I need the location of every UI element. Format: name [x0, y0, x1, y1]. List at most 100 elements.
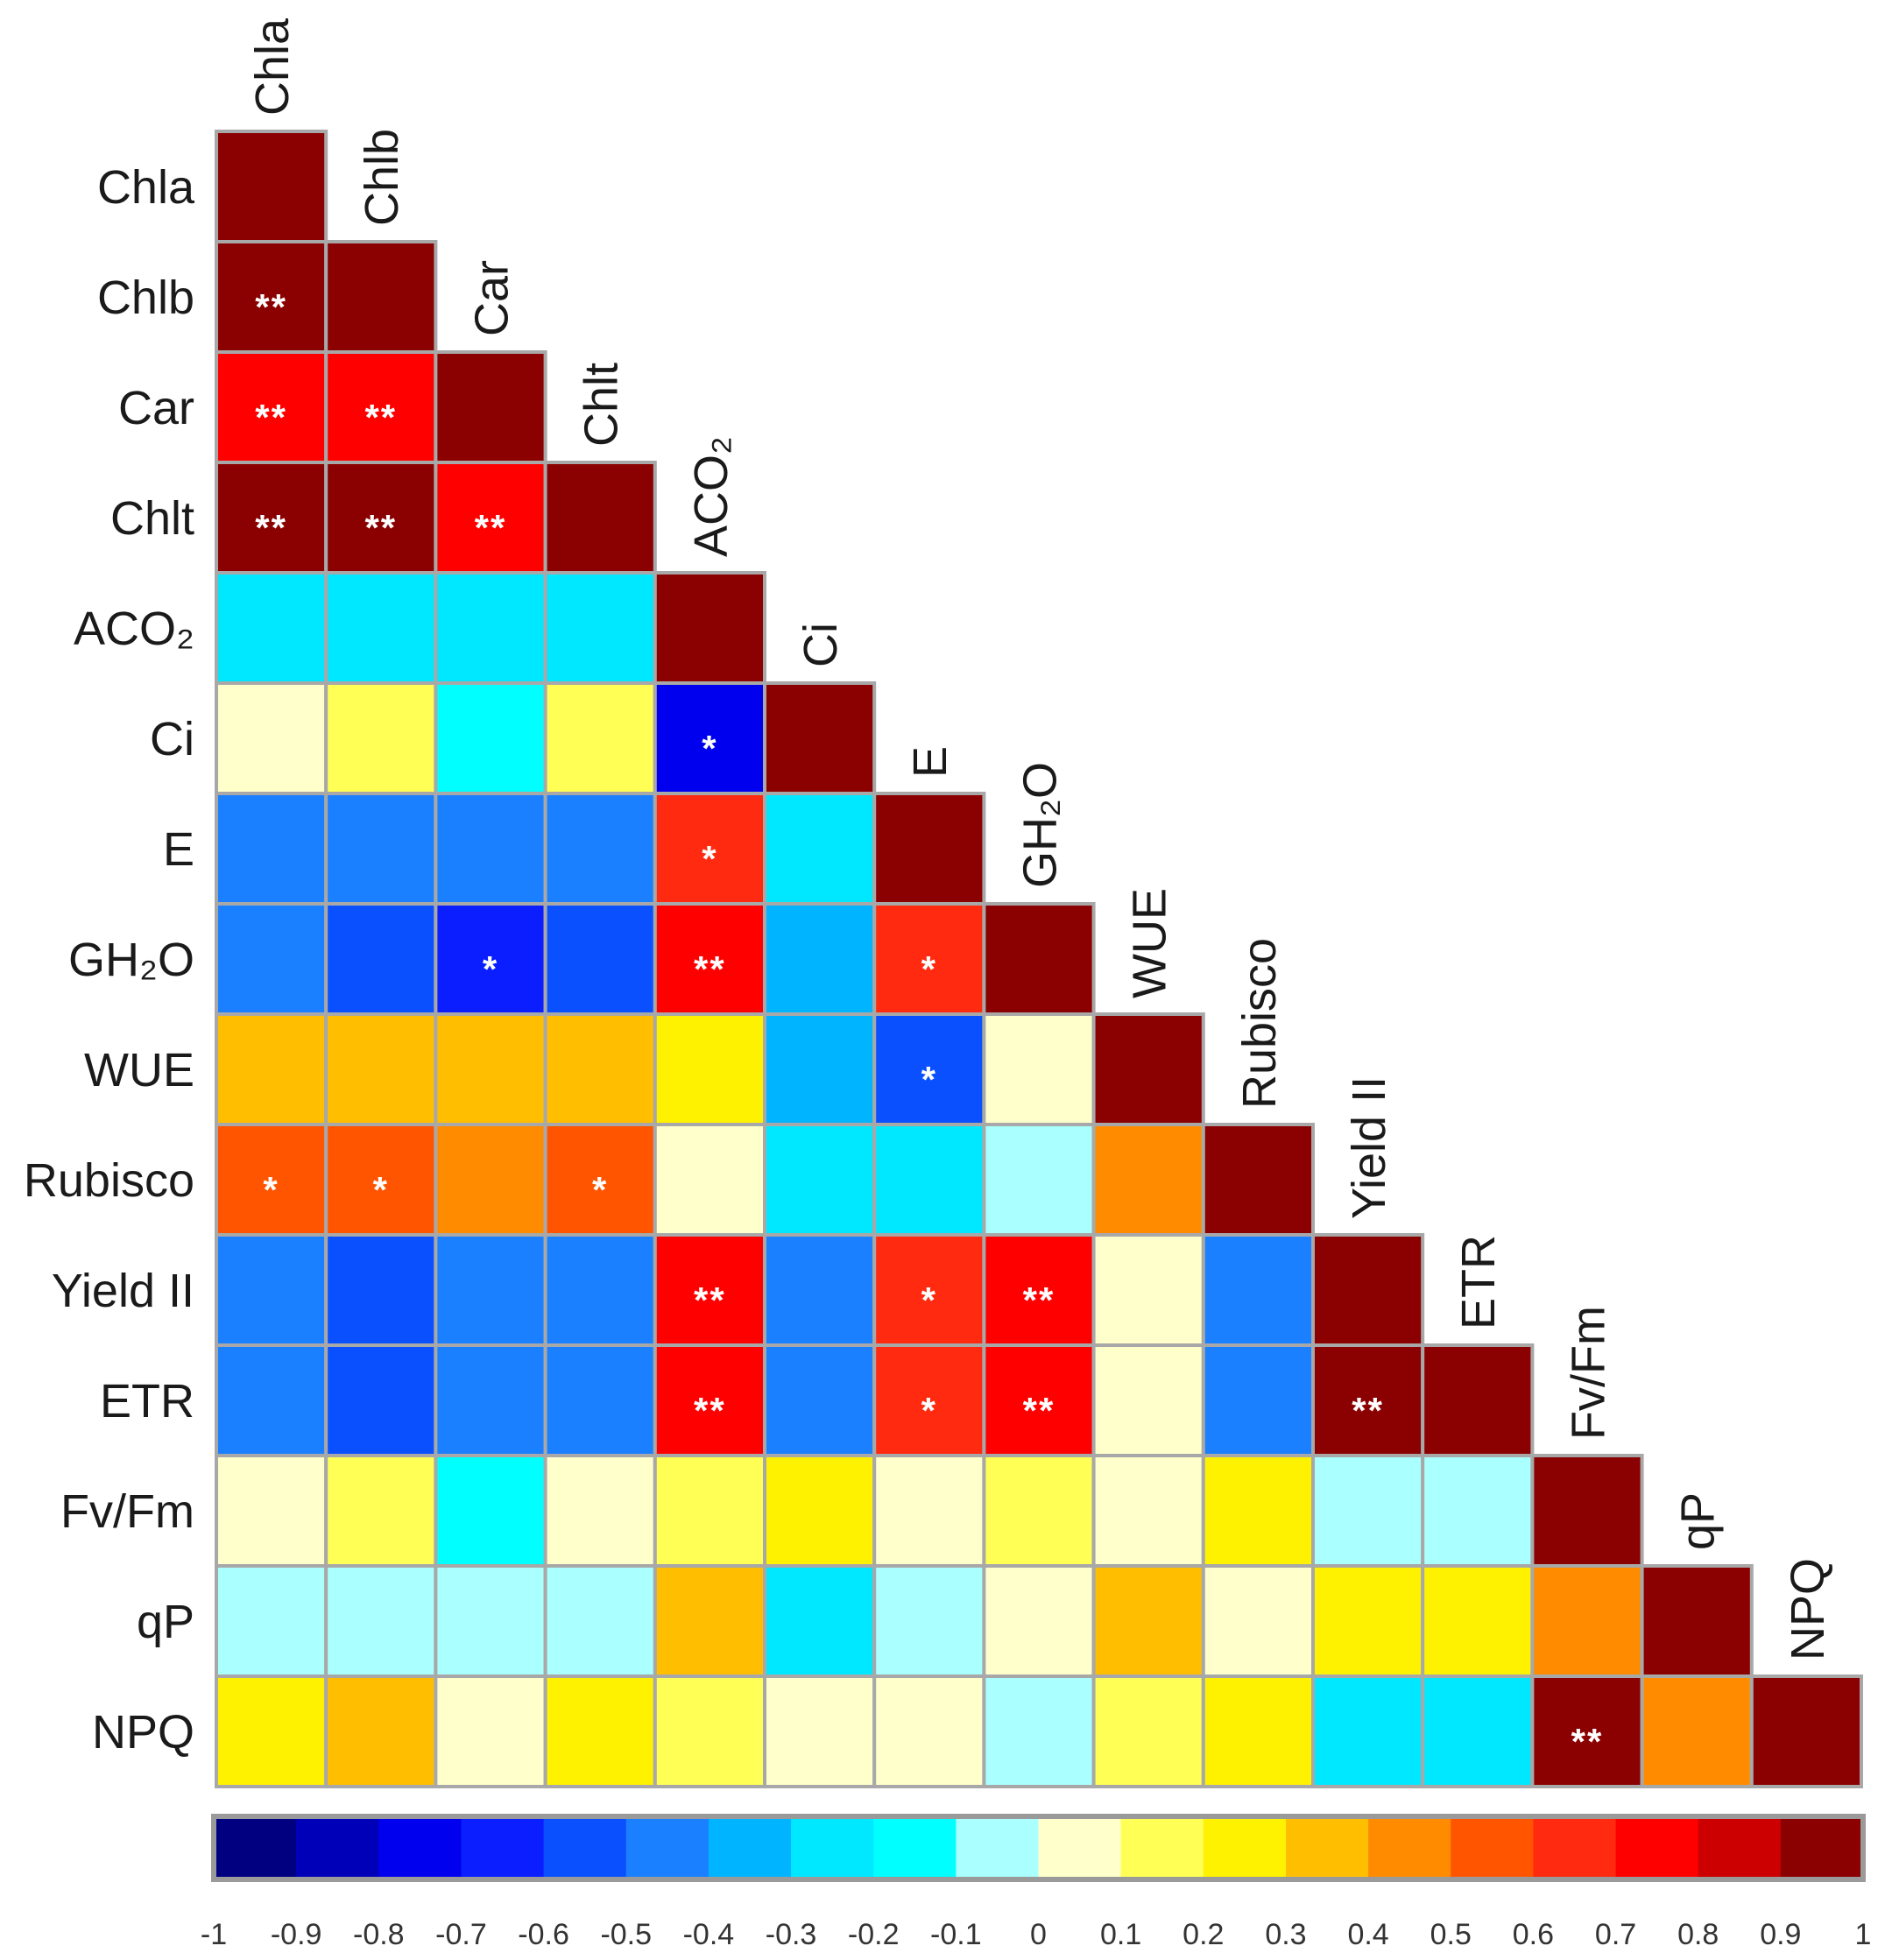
heatmap-cell [434, 1674, 547, 1788]
colorbar-segment [1120, 1816, 1204, 1879]
column-label: ACO₂ [685, 436, 738, 557]
significance-label: ** [364, 397, 397, 438]
row-label: Chlt [110, 492, 194, 545]
colorbar-tick-label: -0.5 [600, 1918, 652, 1951]
significance-labels: **** **** ** ***** ** *** * *** * **** * ** **** [255, 286, 1601, 1762]
heatmap-cell [324, 681, 438, 795]
heatmap-cell [1421, 1343, 1535, 1457]
significance-label: ** [1023, 1390, 1055, 1431]
heatmap-cell [215, 1233, 328, 1347]
heatmap-cell [653, 902, 766, 1016]
colorbar-segment [1285, 1816, 1369, 1879]
heatmap-cell [543, 1674, 657, 1788]
row-label: Car [118, 382, 194, 434]
heatmap-cell [1201, 1674, 1316, 1788]
heatmap-cell [982, 902, 1096, 1016]
row-label: Fv/Fm [60, 1485, 194, 1538]
colorbar-tick-label: -0.4 [683, 1918, 735, 1951]
heatmap-cell [324, 1343, 438, 1457]
colorbar-segment [1038, 1816, 1122, 1879]
colorbar-tick-label: 1 [1855, 1918, 1872, 1951]
heatmap-cell [763, 1343, 877, 1457]
heatmap-cell [1311, 1564, 1425, 1678]
significance-label: * [702, 728, 717, 769]
colorbar-tick-label: -1 [201, 1918, 227, 1951]
heatmap-cell [324, 1233, 438, 1347]
heatmap-cell [763, 1233, 877, 1347]
heatmap-cell [543, 1012, 657, 1126]
heatmap-cell [1201, 1343, 1316, 1457]
heatmap-cell [872, 1012, 986, 1126]
heatmap-cell [872, 1233, 986, 1347]
column-label: Fv/Fm [1562, 1306, 1614, 1440]
heatmap-cell [215, 350, 328, 464]
colorbar-tick-label: -0.1 [930, 1918, 982, 1951]
heatmap-cell [872, 1674, 986, 1788]
column-label: Chlb [356, 129, 408, 226]
colorbar-segment [461, 1816, 545, 1879]
colorbar-segment [873, 1816, 957, 1879]
row-label: NPQ [92, 1706, 194, 1759]
colorbar-tick-label: 0.3 [1265, 1918, 1306, 1951]
column-label: Chla [246, 18, 299, 116]
row-label: Rubisco [24, 1154, 194, 1207]
heatmap-cell [653, 1233, 766, 1347]
significance-label: * [263, 1169, 279, 1210]
heatmap-cell [872, 1123, 986, 1237]
heatmap-cell [434, 1123, 547, 1237]
heatmap-cell [434, 1564, 547, 1678]
heatmap-cell [1091, 1454, 1205, 1568]
significance-label: ** [364, 507, 397, 548]
heatmap-cell [543, 1454, 657, 1568]
colorbar-segment [625, 1816, 710, 1879]
column-label: E [904, 746, 957, 778]
heatmap-cell [872, 1343, 986, 1457]
colorbar-tick-label: 0 [1030, 1918, 1047, 1951]
heatmap-cell [1421, 1564, 1535, 1678]
heatmap-cell [215, 1343, 328, 1457]
heatmap-cell [1091, 1233, 1205, 1347]
significance-label: * [592, 1169, 608, 1210]
column-label: NPQ [1782, 1558, 1834, 1660]
colorbar-frame [211, 1814, 1866, 1882]
significance-label: ** [475, 507, 507, 548]
heatmap-cell [215, 571, 328, 685]
colorbar-tick-label: 0.2 [1182, 1918, 1224, 1951]
heatmap-cell [763, 1564, 877, 1678]
significance-label: * [483, 948, 498, 990]
colorbar-tick-labels: -1 -0.9 -0.8 -0.7 -0.6 -0.5 -0.4 -0.3 -0.2 -0.1 0 0… [201, 1918, 1872, 1951]
heatmap-cell [434, 350, 547, 464]
colorbar [211, 1814, 1866, 1882]
heatmap-cell [763, 1674, 877, 1788]
heatmap-cell [215, 130, 328, 243]
heatmap-cell [543, 1343, 657, 1457]
row-label: ACO₂ [74, 603, 194, 655]
heatmap-cell [1201, 1233, 1316, 1347]
heatmap-cell [543, 902, 657, 1016]
colorbar-tick-label: 0.1 [1100, 1918, 1141, 1951]
row-label: Chla [97, 161, 195, 214]
significance-label: ** [255, 286, 287, 328]
heatmap-cell [543, 1564, 657, 1678]
significance-label: ** [255, 507, 287, 548]
significance-label: ** [694, 1280, 726, 1321]
heatmap-cells [215, 130, 1864, 1788]
colorbar-tick-label: -0.6 [518, 1918, 569, 1951]
colorbar-tick-label: -0.3 [766, 1918, 817, 1951]
heatmap-cell [763, 681, 877, 795]
heatmap-cell [872, 792, 986, 906]
column-label: Ci [794, 623, 847, 667]
heatmap-cell [1311, 1674, 1425, 1788]
colorbar-segment [1615, 1816, 1699, 1879]
heatmap-cell [1201, 1123, 1316, 1237]
heatmap-cell [324, 1123, 438, 1237]
heatmap-cell [543, 681, 657, 795]
heatmap-cell [1311, 1454, 1425, 1568]
heatmap-cell [653, 1123, 766, 1237]
colorbar-segment [543, 1816, 627, 1879]
heatmap-cell [1201, 1454, 1316, 1568]
colorbar-segment [1533, 1816, 1617, 1879]
row-label: Chlb [97, 271, 194, 324]
significance-label: * [921, 1059, 937, 1100]
